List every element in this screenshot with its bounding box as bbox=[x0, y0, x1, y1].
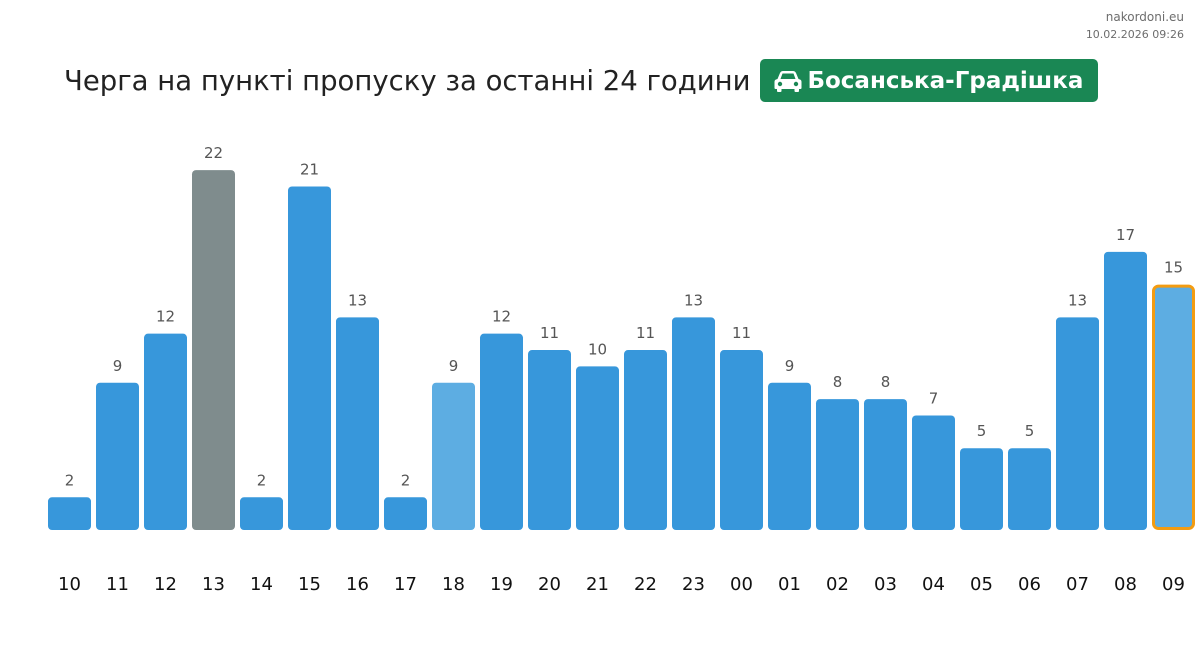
bar-04 bbox=[912, 415, 955, 530]
bar-16 bbox=[336, 317, 379, 530]
x-tick-label-17: 17 bbox=[394, 574, 417, 595]
bar-13 bbox=[192, 170, 235, 530]
value-label-13: 22 bbox=[204, 144, 223, 162]
bar-14 bbox=[240, 497, 283, 530]
value-label-23: 13 bbox=[684, 291, 703, 309]
bar-06 bbox=[1008, 448, 1051, 530]
value-label-15: 21 bbox=[300, 160, 319, 178]
value-label-10: 2 bbox=[65, 471, 75, 489]
x-tick-label-02: 02 bbox=[826, 574, 849, 595]
x-tick-label-10: 10 bbox=[58, 574, 81, 595]
value-label-08: 17 bbox=[1116, 226, 1135, 244]
x-tick-label-06: 06 bbox=[1018, 574, 1041, 595]
bar-05 bbox=[960, 448, 1003, 530]
value-label-02: 8 bbox=[833, 373, 843, 391]
bar-08 bbox=[1104, 251, 1147, 530]
value-label-00: 11 bbox=[732, 324, 751, 342]
x-tick-label-03: 03 bbox=[874, 574, 897, 595]
x-tick-label-13: 13 bbox=[202, 574, 225, 595]
bar-17 bbox=[384, 497, 427, 530]
value-label-21: 10 bbox=[588, 340, 607, 358]
value-label-06: 5 bbox=[1025, 422, 1035, 440]
bar-22 bbox=[624, 350, 667, 530]
x-tick-label-20: 20 bbox=[538, 574, 561, 595]
bar-07 bbox=[1056, 317, 1099, 530]
watermark: nakordoni.eu 10.02.2026 09:26 bbox=[1086, 9, 1184, 43]
value-label-01: 9 bbox=[785, 357, 795, 375]
x-tick-label-15: 15 bbox=[298, 574, 321, 595]
checkpoint-name: Босанська-Градішка bbox=[807, 67, 1084, 94]
bar-21 bbox=[576, 366, 619, 530]
x-tick-label-14: 14 bbox=[250, 574, 273, 595]
x-tick-label-12: 12 bbox=[154, 574, 177, 595]
x-tick-label-09: 09 bbox=[1162, 574, 1185, 595]
value-label-14: 2 bbox=[257, 471, 267, 489]
bar-20 bbox=[528, 350, 571, 530]
value-label-04: 7 bbox=[929, 389, 939, 407]
x-tick-label-16: 16 bbox=[346, 574, 369, 595]
x-tick-label-04: 04 bbox=[922, 574, 945, 595]
bar-00 bbox=[720, 350, 763, 530]
bar-10 bbox=[48, 497, 91, 530]
bar-15 bbox=[288, 186, 331, 530]
x-tick-label-00: 00 bbox=[730, 574, 753, 595]
bar-02 bbox=[816, 399, 859, 530]
car-icon bbox=[774, 70, 802, 92]
bar-03 bbox=[864, 399, 907, 530]
chart-header: Черга на пункті пропуску за останні 24 г… bbox=[64, 59, 1099, 102]
value-label-07: 13 bbox=[1068, 291, 1087, 309]
value-label-22: 11 bbox=[636, 324, 655, 342]
value-label-03: 8 bbox=[881, 373, 891, 391]
value-label-05: 5 bbox=[977, 422, 987, 440]
bar-18 bbox=[432, 382, 475, 530]
x-tick-label-21: 21 bbox=[586, 574, 609, 595]
site-name: nakordoni.eu bbox=[1105, 10, 1184, 24]
x-tick-label-08: 08 bbox=[1114, 574, 1137, 595]
bar-09 bbox=[1152, 284, 1195, 530]
checkpoint-badge: Босанська-Градішка bbox=[760, 59, 1099, 102]
value-label-19: 12 bbox=[492, 308, 511, 326]
x-tick-label-05: 05 bbox=[970, 574, 993, 595]
value-label-09: 15 bbox=[1164, 259, 1183, 277]
bar-23 bbox=[672, 317, 715, 530]
timestamp: 10.02.2026 09:26 bbox=[1085, 28, 1184, 41]
value-label-11: 9 bbox=[113, 357, 123, 375]
x-tick-label-18: 18 bbox=[442, 574, 465, 595]
value-label-17: 2 bbox=[401, 471, 411, 489]
bar-19 bbox=[480, 333, 523, 530]
x-tick-label-23: 23 bbox=[682, 574, 705, 595]
value-label-12: 12 bbox=[156, 308, 175, 326]
x-tick-label-11: 11 bbox=[106, 574, 129, 595]
bar-11 bbox=[96, 382, 139, 530]
bar-01 bbox=[768, 382, 811, 530]
bar-12 bbox=[144, 333, 187, 530]
x-tick-label-22: 22 bbox=[634, 574, 657, 595]
x-tick-label-01: 01 bbox=[778, 574, 801, 595]
chart-title: Черга на пункті пропуску за останні 24 г… bbox=[64, 64, 751, 97]
x-tick-label-19: 19 bbox=[490, 574, 513, 595]
x-tick-label-07: 07 bbox=[1066, 574, 1089, 595]
value-label-18: 9 bbox=[449, 357, 459, 375]
value-label-16: 13 bbox=[348, 291, 367, 309]
value-label-20: 11 bbox=[540, 324, 559, 342]
